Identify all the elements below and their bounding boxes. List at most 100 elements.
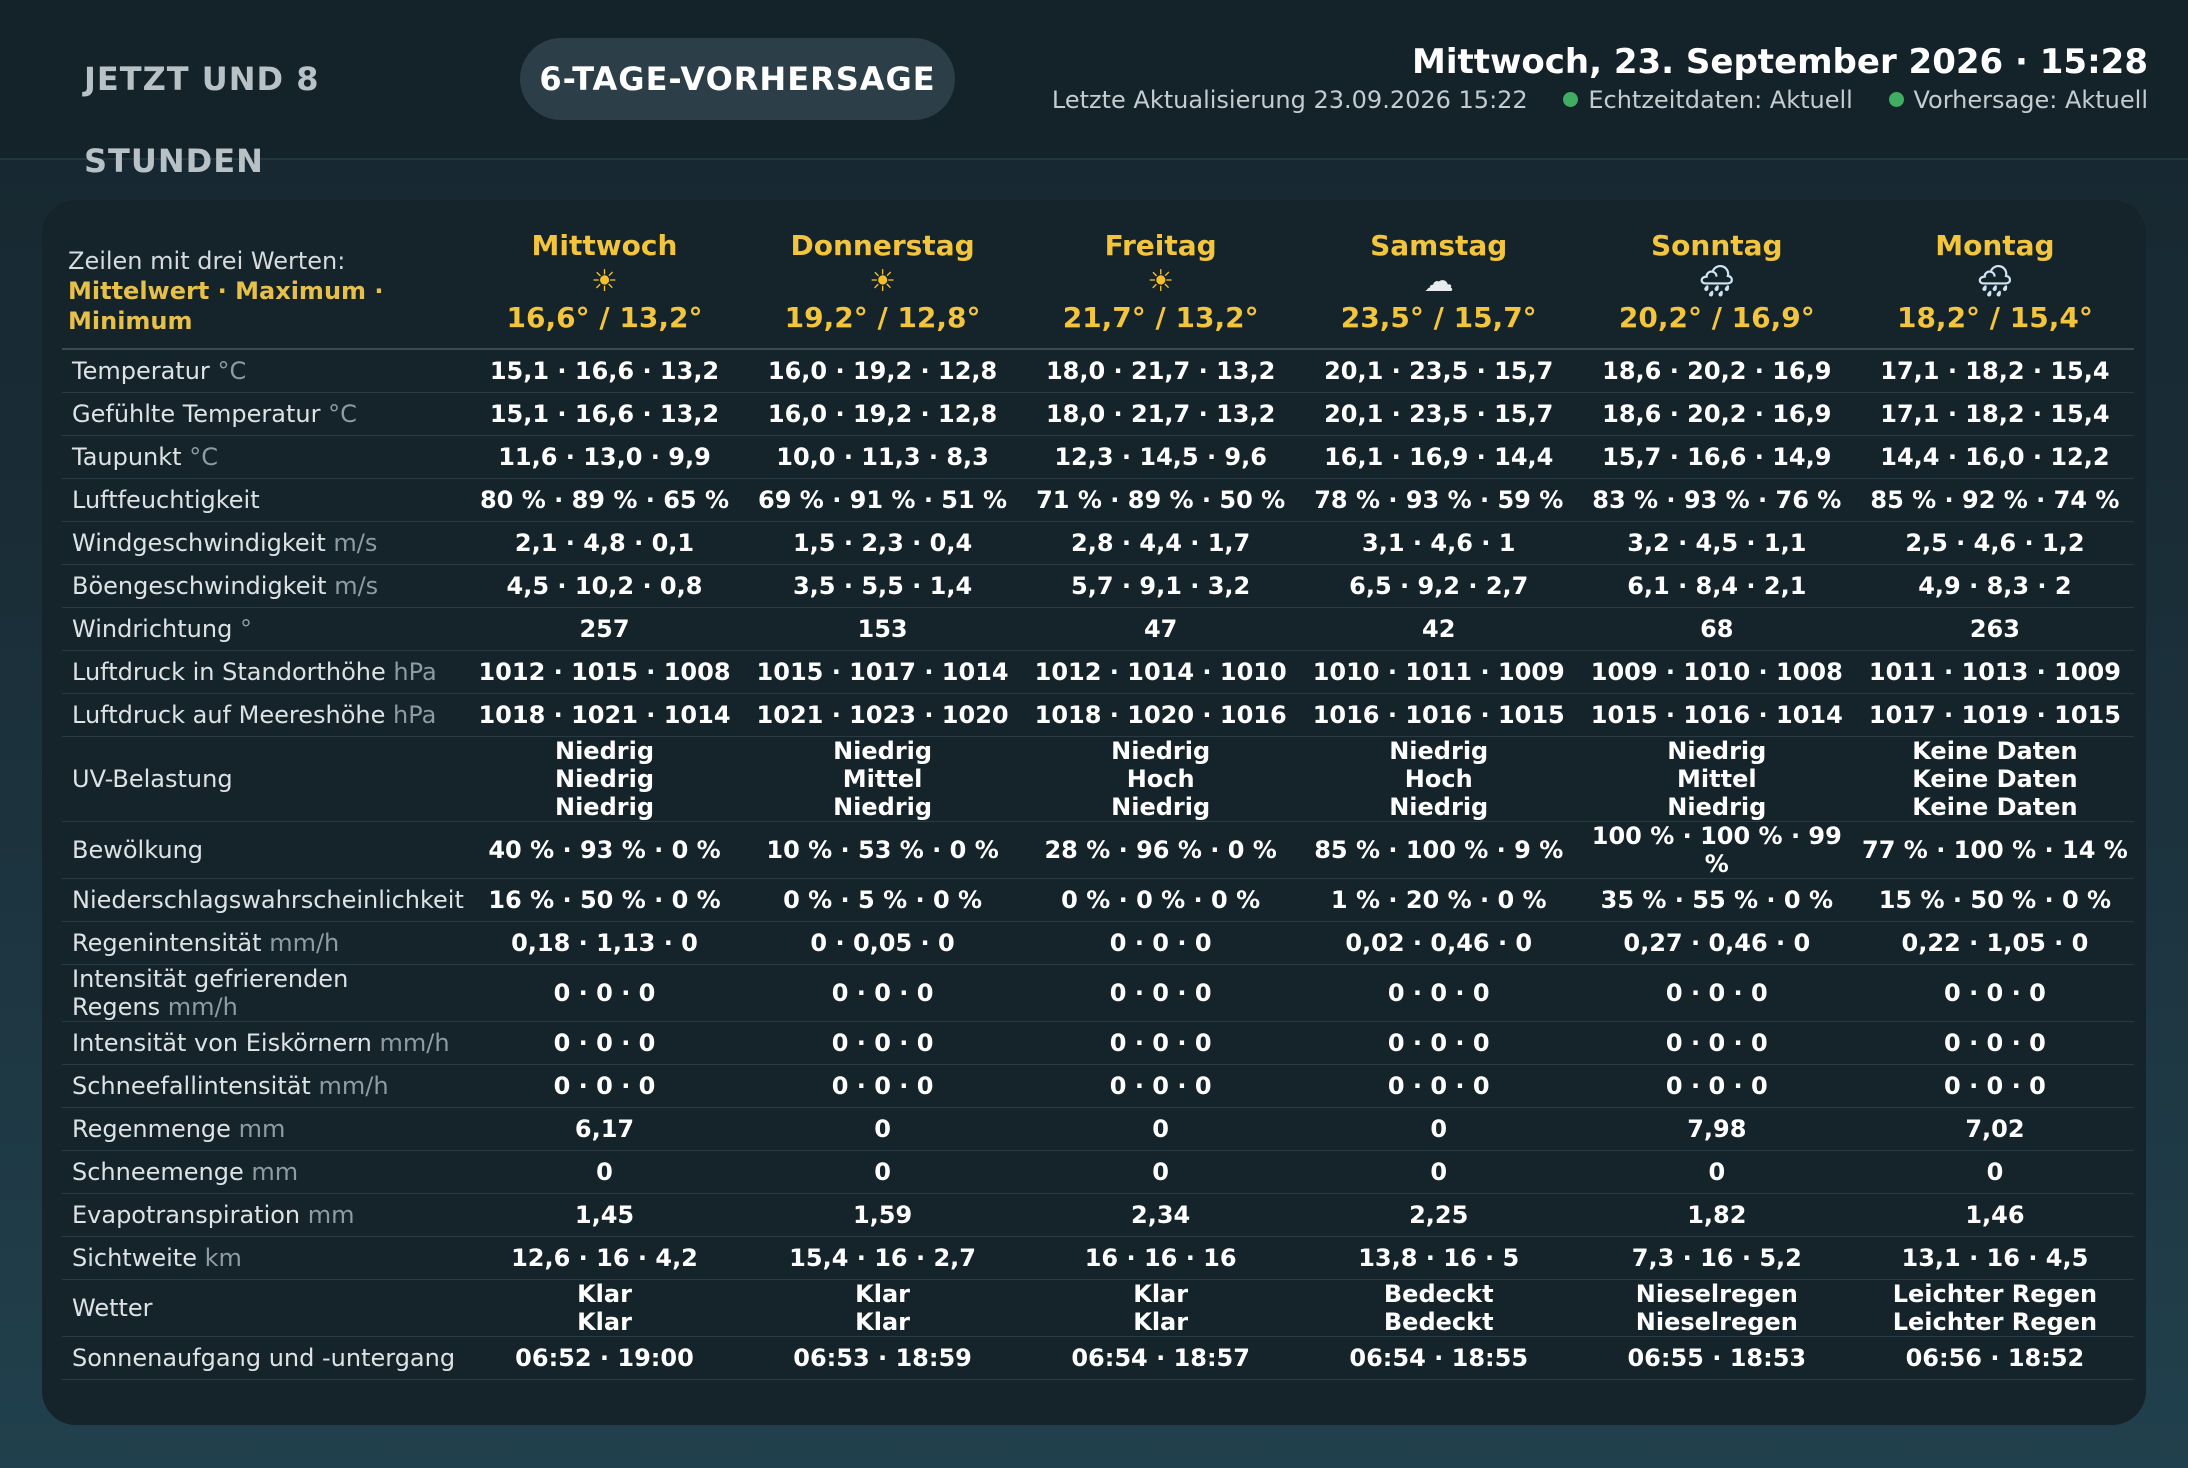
row-label-text: Sonnenaufgang und -untergang — [72, 1343, 456, 1372]
value-cell: 13,1 · 16 · 4,5 — [1855, 1236, 2134, 1280]
row-label-text: Sichtweite — [72, 1243, 197, 1272]
value-cell: 83 % · 93 % · 76 % — [1577, 478, 1856, 522]
row-label: Bewölkung — [62, 821, 466, 879]
forecast-status: Vorhersage: Aktuell — [1888, 86, 2148, 114]
table-row: Intensität gefrierenden Regens mm/h 0 · 0 … — [62, 964, 2134, 1022]
value-cell: 0 · 0 · 0 — [1855, 1064, 2134, 1108]
value-cell: 0 · 0 · 0 — [465, 1021, 744, 1065]
value-cell: 0 · 0 · 0 — [743, 964, 1022, 1022]
tab-6-day-forecast[interactable]: 6-TAGE-VORHERSAGE — [520, 38, 955, 120]
value-cell: 0 · 0 · 0 — [1299, 964, 1578, 1022]
value-cell: 0 · 0 · 0 — [743, 1064, 1022, 1108]
value-cell: 12,3 · 14,5 · 9,6 — [1021, 435, 1300, 479]
rain-cloud-icon: 🌧 — [1697, 264, 1736, 299]
value-cell: 06:53 · 18:59 — [743, 1336, 1022, 1380]
row-label-text: Evapotranspiration — [72, 1200, 301, 1229]
row-label-text: Intensität von Eiskörnern — [72, 1028, 372, 1057]
value-line: Klar — [1133, 1307, 1189, 1336]
value-line: Niedrig — [833, 736, 933, 765]
value-cell: 7,98 — [1577, 1107, 1856, 1151]
row-unit: mm/h — [167, 992, 238, 1021]
table-row: Böengeschwindigkeit m/s 4,5 · 10,2 · 0,8 3… — [62, 564, 2134, 608]
value-line: Bedeckt — [1383, 1307, 1494, 1336]
table-row: Luftdruck auf Meereshöhe hPa 1018 · 1021 … — [62, 693, 2134, 737]
value-cell: 42 — [1299, 607, 1578, 651]
day-name: Freitag — [1104, 229, 1217, 262]
value-cell: 20,1 · 23,5 · 15,7 — [1299, 349, 1578, 393]
row-label: Regenmenge mm — [62, 1107, 466, 1151]
table-row: Sichtweite km 12,6 · 16 · 4,2 15,4 · 16 · … — [62, 1236, 2134, 1280]
value-cell: 16 · 16 · 16 — [1021, 1236, 1300, 1280]
value-cell: 69 % · 91 % · 51 % — [743, 478, 1022, 522]
day-header-4: Sonntag 🌧 20,2° / 16,9° — [1577, 216, 1856, 350]
row-unit: mm/h — [269, 928, 340, 957]
value-cell: 1018 · 1021 · 1014 — [465, 693, 744, 737]
row-label-text-2: Regens mm/h — [72, 993, 465, 1021]
value-cell: 0 — [1855, 1150, 2134, 1194]
row-label: Taupunkt °C — [62, 435, 466, 479]
legend: Zeilen mit drei Werten: Mittelwert · Max… — [62, 216, 466, 350]
rain-cloud-icon: 🌧 — [1975, 264, 2014, 299]
value-line: Leichter Regen — [1892, 1307, 2098, 1336]
day-header-1: Donnerstag ☀ 19,2° / 12,8° — [743, 216, 1022, 350]
value-cell: 20,1 · 23,5 · 15,7 — [1299, 392, 1578, 436]
value-cell: 85 % · 100 % · 9 % — [1299, 821, 1578, 879]
value-cell: 100 % · 100 % · 99 % — [1577, 821, 1856, 879]
day-name: Samstag — [1370, 229, 1508, 262]
forecast-panel: Zeilen mit drei Werten: Mittelwert · Max… — [42, 200, 2146, 1425]
day-name: Sonntag — [1651, 229, 1783, 262]
value-line: Bedeckt — [1383, 1279, 1494, 1308]
value-cell: 06:54 · 18:55 — [1299, 1336, 1578, 1380]
value-cell: 7,02 — [1855, 1107, 2134, 1151]
table-row: UV-Belastung Niedrig Niedrig Niedrig Niedrig… — [62, 736, 2134, 822]
row-label: Sichtweite km — [62, 1236, 466, 1280]
value-cell: 10 % · 53 % · 0 % — [743, 821, 1022, 879]
value-cell: 4,9 · 8,3 · 2 — [1855, 564, 2134, 608]
value-cell: Nieselregen Nieselregen — [1577, 1279, 1856, 1337]
value-cell: 0 · 0 · 0 — [1021, 1064, 1300, 1108]
tab-now-8-hours[interactable]: JETZT UND 8 STUNDEN — [84, 60, 320, 180]
legend-title: Zeilen mit drei Werten: — [68, 247, 346, 275]
day-header-0: Mittwoch ☀ 16,6° / 13,2° — [465, 216, 744, 350]
value-line: Hoch — [1126, 764, 1195, 793]
value-cell: 1011 · 1013 · 1009 — [1855, 650, 2134, 694]
row-label: Böengeschwindigkeit m/s — [62, 564, 466, 608]
value-cell: 0 · 0 · 0 — [1577, 964, 1856, 1022]
value-cell: 1016 · 1016 · 1015 — [1299, 693, 1578, 737]
value-cell: 0 % · 5 % · 0 % — [743, 878, 1022, 922]
table-row: Niederschlagswahrscheinlichkeit 16 % · 50… — [62, 878, 2134, 922]
status-dot-icon — [1888, 92, 1904, 107]
table-row: Schneemenge mm 0 0 0 0 0 0 — [62, 1150, 2134, 1194]
day-header-5: Montag 🌧 18,2° / 15,4° — [1855, 216, 2134, 350]
last-update: Letzte Aktualisierung 23.09.2026 15:22 — [1051, 86, 1528, 114]
value-line: Niedrig — [1111, 792, 1211, 821]
value-cell: 2,5 · 4,6 · 1,2 — [1855, 521, 2134, 565]
value-cell: 15,1 · 16,6 · 13,2 — [465, 349, 744, 393]
value-cell: 15 % · 50 % · 0 % — [1855, 878, 2134, 922]
value-cell: 15,4 · 16 · 2,7 — [743, 1236, 1022, 1280]
value-cell: 16,0 · 19,2 · 12,8 — [743, 349, 1022, 393]
value-cell: 0 — [465, 1150, 744, 1194]
value-cell: 0,27 · 0,46 · 0 — [1577, 921, 1856, 965]
row-unit: mm — [307, 1200, 355, 1229]
value-cell: 06:55 · 18:53 — [1577, 1336, 1856, 1380]
table-header-row: Zeilen mit drei Werten: Mittelwert · Max… — [62, 216, 2134, 350]
row-unit: m/s — [334, 571, 379, 600]
value-cell: 2,8 · 4,4 · 1,7 — [1021, 521, 1300, 565]
day-temp-range: 21,7° / 13,2° — [1062, 301, 1259, 334]
value-cell: 0 · 0 · 0 — [1577, 1064, 1856, 1108]
table-row: Temperatur °C 15,1 · 16,6 · 13,2 16,0 · 19… — [62, 349, 2134, 393]
value-cell: 06:56 · 18:52 — [1855, 1336, 2134, 1380]
row-label-text: Böengeschwindigkeit — [72, 571, 327, 600]
day-temp-range: 23,5° / 15,7° — [1340, 301, 1537, 334]
value-cell: 1,46 — [1855, 1193, 2134, 1237]
value-cell: 0,02 · 0,46 · 0 — [1299, 921, 1578, 965]
realtime-status: Echtzeitdaten: Aktuell — [1563, 86, 1853, 114]
value-cell: 1,59 — [743, 1193, 1022, 1237]
value-cell: 0 · 0 · 0 — [1855, 964, 2134, 1022]
value-cell: 1,5 · 2,3 · 0,4 — [743, 521, 1022, 565]
value-cell: 1021 · 1023 · 1020 — [743, 693, 1022, 737]
value-cell: 0 · 0 · 0 — [1021, 921, 1300, 965]
value-cell: 15,7 · 16,6 · 14,9 — [1577, 435, 1856, 479]
